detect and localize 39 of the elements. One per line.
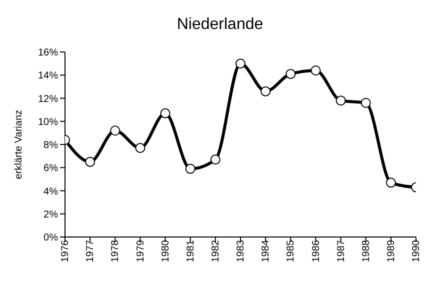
y-tick-label: 10% [38,116,58,128]
chart-title: Niederlande [176,15,264,35]
point [310,66,321,76]
x-tick-label: 1981 [185,240,196,262]
point [185,164,196,174]
y-tick-label: 2% [44,209,58,220]
point [135,142,146,153]
x-tick-label: 1986 [310,240,322,262]
point [286,68,296,79]
x-tick-label: 1976 [60,240,72,262]
y-tick-label: 12% [38,94,58,105]
x-tick-label: 1990 [411,240,422,262]
x-tick-label: 1989 [386,240,398,262]
y-tick-label: 16% [38,48,58,59]
point [260,86,271,96]
x-tick-label: 1979 [135,240,146,262]
x-tick-label: 1983 [236,240,247,262]
x-tick-label: 1978 [110,240,122,262]
y-tick-label: 6% [44,163,58,174]
x-tick-label: 1977 [85,240,96,262]
point [236,58,246,69]
point [110,126,120,136]
point [160,108,170,118]
y-tick-label: 4% [44,186,58,198]
x-tick-label: 1988 [360,240,372,262]
x-tick-label: 1980 [160,240,172,262]
point [386,178,396,188]
y-tick-label: 14% [38,70,58,82]
point [360,98,371,108]
point [336,96,346,106]
x-tick-label: 1985 [286,240,297,262]
y-tick-label: 0% [44,232,58,244]
y-axis-title: erklärte Varianz [14,110,25,180]
x-tick-label: 1984 [260,240,272,262]
point [85,156,96,167]
x-tick-label: 1982 [210,240,222,262]
x-tick-label: 1987 [336,240,347,262]
y-tick-label: 8% [44,140,58,152]
point [210,154,220,165]
